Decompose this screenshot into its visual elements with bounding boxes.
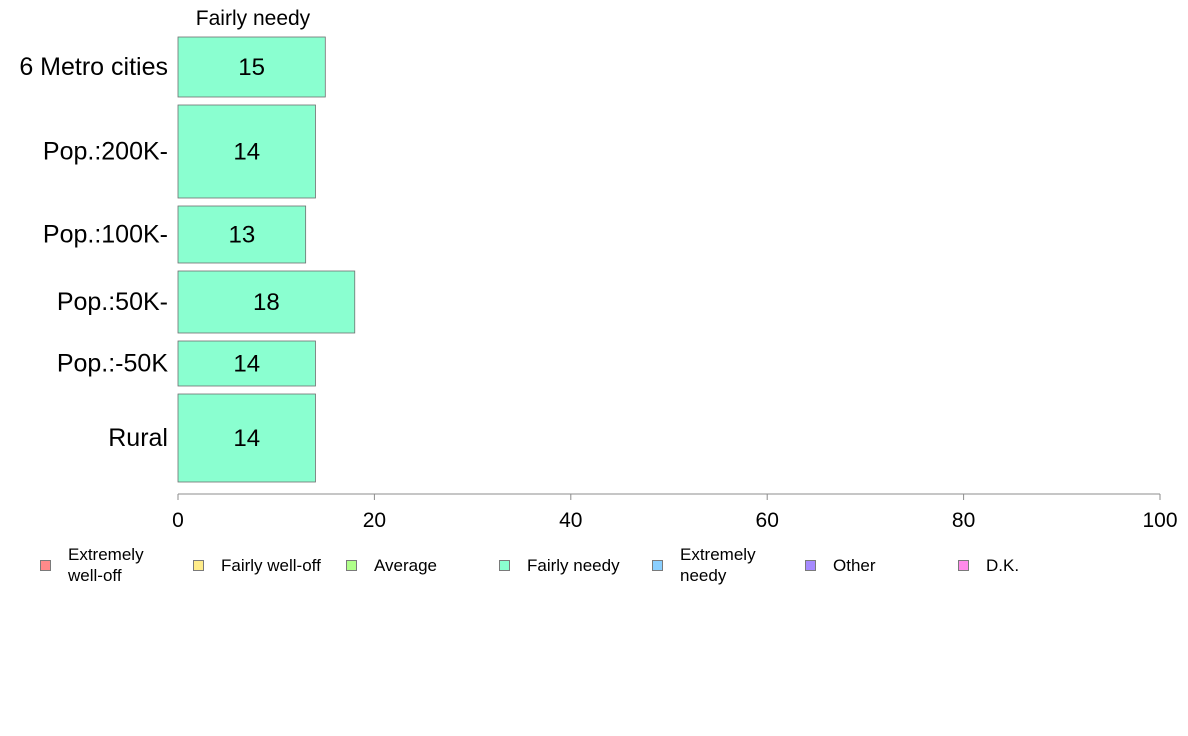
legend-item: Extremely needy: [652, 544, 756, 586]
legend-label: Fairly well-off: [221, 555, 321, 575]
category-label: Pop.:50K-: [57, 288, 168, 316]
data-label: 14: [233, 425, 260, 452]
legend-item: Fairly needy: [499, 544, 620, 586]
legend-label: Fairly needy: [527, 555, 620, 575]
bar: [177, 340, 316, 387]
bar: [177, 270, 356, 334]
legend-item: Extremely well-off: [40, 544, 144, 586]
bar: [177, 205, 307, 264]
legend-label: Extremely well-off: [68, 545, 144, 585]
bars-layer: 15 6 Metro cities 14 Pop.:200K- 13 Pop.:100K-…: [19, 36, 356, 483]
legend-swatch: [40, 559, 51, 571]
x-tick-label: 80: [952, 509, 975, 532]
legend-swatch: [805, 559, 816, 571]
category-label: Rural: [108, 424, 168, 452]
data-label: 14: [233, 139, 260, 166]
bar: [177, 393, 316, 483]
x-tick-label: 100: [1142, 509, 1177, 532]
legend-swatch: [958, 559, 969, 571]
legend-label: Extremely needy: [680, 545, 756, 585]
bar: [177, 36, 326, 98]
data-label: 14: [233, 351, 260, 378]
legend-swatch: [499, 559, 510, 571]
category-label: Pop.:100K-: [43, 221, 168, 249]
legend-swatch: [652, 559, 663, 571]
legend-item: Fairly well-off: [193, 544, 321, 586]
x-tick-label: 40: [559, 509, 582, 532]
panel-title: Fairly needy: [196, 7, 311, 30]
legend-label: D.K.: [986, 555, 1020, 575]
x-tick-label: 0: [172, 509, 184, 532]
legend: Extremely well-off Fairly well-off Average…: [0, 540, 1188, 600]
x-axis: 0 20 40 60 80 100: [172, 493, 1178, 532]
category-label: Pop.:200K-: [43, 138, 168, 166]
legend-item: Average: [346, 544, 437, 586]
x-tick-label: 20: [363, 509, 386, 532]
legend-item: Other: [805, 544, 876, 586]
data-label: 18: [253, 289, 280, 316]
data-label: 15: [238, 54, 265, 81]
bar-chart: Fairly needy 15 6 Metro cities 14 Pop.:200K…: [19, 7, 1178, 532]
x-tick-label: 60: [756, 509, 779, 532]
legend-label: Other: [833, 555, 876, 575]
legend-swatch: [193, 559, 204, 571]
legend-item: D.K.: [958, 544, 1019, 586]
category-label: Pop.:-50K: [57, 350, 169, 378]
bar: [177, 104, 316, 199]
legend-label: Average: [374, 555, 438, 575]
data-label: 13: [228, 222, 255, 249]
legend-swatch: [346, 559, 357, 571]
category-label: 6 Metro cities: [19, 53, 168, 81]
